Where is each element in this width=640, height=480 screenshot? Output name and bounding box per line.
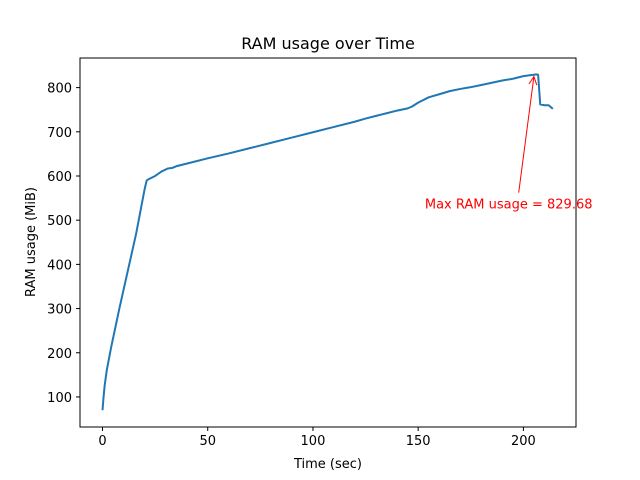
y-tick-label: 800 bbox=[47, 82, 72, 97]
y-tick-label: 100 bbox=[47, 391, 72, 406]
plot-area bbox=[79, 57, 577, 428]
y-tick-label: 200 bbox=[47, 347, 72, 362]
x-tick-label: 0 bbox=[98, 434, 106, 449]
series-line-ram-usage bbox=[101, 73, 554, 411]
annotation-arrow bbox=[518, 76, 535, 193]
y-axis-label: RAM usage (MiB) bbox=[24, 187, 39, 297]
x-axis: 0 50 100 150 200 bbox=[98, 427, 536, 449]
y-tick-label: 700 bbox=[47, 126, 72, 141]
y-tick-label: 500 bbox=[47, 214, 72, 229]
annotation-label: Max RAM usage = 829.68 bbox=[425, 198, 593, 213]
y-tick-label: 600 bbox=[47, 170, 72, 185]
x-tick-label: 50 bbox=[199, 434, 216, 449]
x-axis-label: Time (sec) bbox=[293, 457, 362, 472]
y-tick-label: 400 bbox=[47, 258, 72, 273]
annotation-arrowhead bbox=[528, 75, 538, 86]
x-tick-label: 150 bbox=[406, 434, 431, 449]
y-tick-label: 300 bbox=[47, 303, 72, 318]
y-axis: 100 200 300 400 500 600 700 800 bbox=[47, 82, 80, 406]
x-tick-label: 200 bbox=[511, 434, 536, 449]
x-tick-label: 100 bbox=[301, 434, 326, 449]
chart-title: RAM usage over Time bbox=[241, 34, 415, 53]
